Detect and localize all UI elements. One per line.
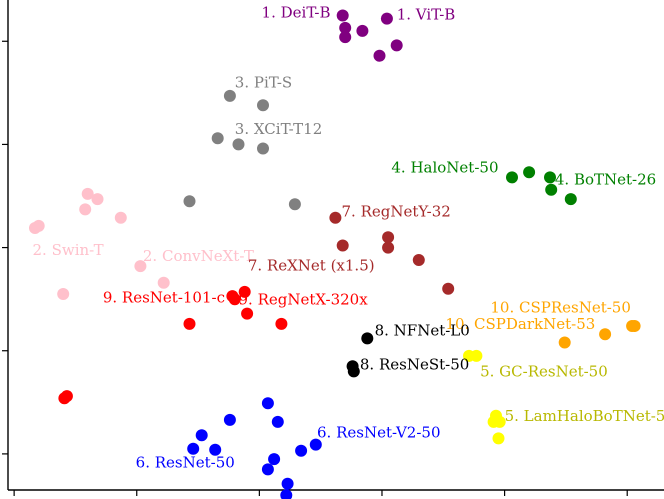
scatter-point-regnety-32-rexnet-x1-5 — [336, 239, 349, 252]
scatter-point-swin-t-convnext-t — [114, 211, 127, 224]
scatter-point-halonet-50-botnet-26 — [544, 171, 556, 184]
scatter-point-resnet-50-resnet-v2-50 — [223, 413, 236, 426]
scatter-point-resnet-101-c-regnetx-320x — [228, 293, 241, 306]
point-label: 9. ResNet-101-c — [103, 288, 225, 306]
scatter-point-gc-resnet-50-lamhalobotnet-50 — [493, 415, 506, 428]
scatter-point-swin-t-convnext-t — [29, 222, 41, 234]
scatter-point-deit-b-vit-b — [339, 31, 352, 44]
point-label: 4. HaloNet-50 — [391, 158, 498, 176]
point-label: 5. GC-ResNet-50 — [480, 363, 608, 381]
scatter-point-halonet-50-botnet-26 — [564, 193, 577, 206]
scatter-point-halonet-50-botnet-26 — [523, 166, 536, 179]
scatter-point-deit-b-vit-b — [339, 21, 352, 34]
scatter-point-swin-t-convnext-t — [157, 276, 170, 289]
scatter-point-regnety-32-rexnet-x1-5 — [412, 254, 425, 266]
scatter-point-resnet-101-c-regnetx-320x — [275, 317, 288, 330]
scatter-point-swin-t-convnext-t — [57, 288, 70, 300]
scatter-point-resnet-50-resnet-v2-50 — [280, 489, 293, 499]
scatter-point-resnet-101-c-regnetx-320x — [183, 317, 196, 330]
scatter-point-pit-s-xcit-t12 — [288, 198, 301, 211]
scatter-point-resnet-50-resnet-v2-50 — [281, 477, 294, 490]
point-label: 1. DeiT-B — [262, 4, 331, 22]
scatter-point-deit-b-vit-b — [356, 24, 369, 37]
scatter-point-nfnet-l0-resnest-50 — [361, 332, 374, 345]
scatter-point-resnet-101-c-regnetx-320x — [58, 392, 71, 405]
scatter-point-deit-b-vit-b — [373, 49, 386, 62]
point-label: 10. CSPResNet-50 — [490, 299, 631, 317]
scatter-point-resnet-50-resnet-v2-50 — [271, 415, 284, 428]
scatter-point-gc-resnet-50-lamhalobotnet-50 — [470, 349, 483, 362]
scatter-point-resnet-50-resnet-v2-50 — [209, 443, 222, 456]
scatter-point-resnet-50-resnet-v2-50 — [261, 397, 274, 410]
scatter-point-nfnet-l0-resnest-50 — [347, 365, 360, 378]
scatter-point-cspresnet-50-cspdarknet-53 — [628, 320, 641, 332]
scatter-point-resnet-101-c-regnetx-320x — [241, 307, 254, 320]
point-label: 2. Swin-T — [33, 241, 104, 259]
scatter-point-pit-s-xcit-t12 — [211, 132, 224, 145]
scatter-point-cspresnet-50-cspdarknet-53 — [558, 336, 571, 349]
scatter-point-regnety-32-rexnet-x1-5 — [442, 282, 455, 295]
scatter-points — [29, 9, 641, 499]
scatter-point-deit-b-vit-b — [390, 39, 403, 52]
point-label: 3. PiT-S — [235, 74, 292, 92]
scatter-point-resnet-101-c-regnetx-320x — [238, 285, 251, 298]
point-label: 8. NFNet-L0 — [375, 321, 470, 339]
scatter-point-deit-b-vit-b — [380, 12, 393, 25]
point-label: 3. XCiT-T12 — [235, 120, 322, 138]
scatter-point-pit-s-xcit-t12 — [183, 195, 196, 208]
point-label: 2. ConvNeXt-T — [143, 247, 254, 265]
scatter-point-resnet-50-resnet-v2-50 — [187, 442, 200, 455]
scatter-point-swin-t-convnext-t — [79, 203, 92, 216]
point-label: 6. ResNet-V2-50 — [317, 423, 441, 441]
scatter-point-halonet-50-botnet-26 — [506, 171, 518, 184]
scatter-point-pit-s-xcit-t12 — [223, 89, 236, 102]
scatter-point-regnety-32-rexnet-x1-5 — [329, 211, 342, 224]
scatter-point-resnet-50-resnet-v2-50 — [268, 453, 281, 466]
scatter-point-deit-b-vit-b — [336, 9, 349, 22]
scatter-point-regnety-32-rexnet-x1-5 — [382, 231, 395, 244]
point-label: 9. RegNetX-320x — [239, 290, 369, 308]
scatter-point-resnet-50-resnet-v2-50 — [261, 463, 274, 476]
scatter-point-swin-t-convnext-t — [81, 187, 94, 200]
point-label: 5. LamHaloBoTNet-50 — [505, 407, 664, 425]
scatter-point-pit-s-xcit-t12 — [257, 142, 269, 155]
scatter-point-resnet-50-resnet-v2-50 — [195, 429, 208, 442]
point-label: 7. ReXNet (x1.5) — [248, 256, 375, 274]
point-label: 1. ViT-B — [397, 6, 456, 24]
point-label: 6. ResNet-50 — [136, 453, 235, 471]
point-label: 10. CSPDarkNet-53 — [445, 315, 595, 333]
point-label: 7. RegNetY-32 — [342, 203, 451, 221]
scatter-point-regnety-32-rexnet-x1-5 — [382, 241, 395, 254]
scatter-point-pit-s-xcit-t12 — [232, 138, 245, 151]
scatter-point-pit-s-xcit-t12 — [257, 99, 269, 112]
scatter-point-swin-t-convnext-t — [91, 193, 104, 206]
point-labels: 1. DeiT-B 1. ViT-B 3. PiT-S 3. XCiT-T12 4. H… — [33, 4, 664, 472]
point-label: 4. BoTNet-26 — [555, 171, 656, 189]
scatter-point-swin-t-convnext-t — [134, 260, 147, 273]
scatter-point-gc-resnet-50-lamhalobotnet-50 — [492, 432, 505, 445]
scatter-point-resnet-50-resnet-v2-50 — [309, 438, 322, 451]
scatter-point-resnet-50-resnet-v2-50 — [295, 444, 308, 457]
scatter-point-cspresnet-50-cspdarknet-53 — [599, 328, 612, 341]
point-label: 8. ResNeSt-50 — [360, 355, 469, 373]
scatter-point-halonet-50-botnet-26 — [545, 183, 558, 196]
